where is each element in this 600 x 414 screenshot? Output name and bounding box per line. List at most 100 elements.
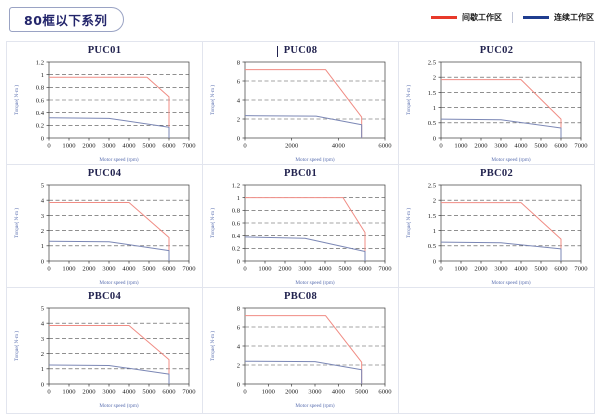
y-tick-label: 1.5 [428, 90, 437, 97]
y-axis-title: Torque( N·m ) [13, 208, 20, 238]
x-tick-label: 0 [47, 143, 51, 150]
x-tick-label: 3000 [308, 389, 322, 396]
x-tick-label: 4000 [318, 266, 332, 273]
x-tick-label: 1000 [454, 143, 468, 150]
x-tick-label: 5000 [534, 143, 548, 150]
y-axis-title: Torque( N·m ) [13, 85, 20, 115]
y-axis-title: Torque( N·m ) [209, 331, 216, 361]
y-tick-label: 2 [237, 362, 240, 369]
series-line-intermittent [49, 324, 170, 384]
x-tick-label: 4000 [514, 266, 528, 273]
y-tick-label: 2 [433, 198, 436, 205]
y-tick-label: 0.8 [232, 208, 241, 215]
y-tick-label: 0.2 [36, 123, 44, 130]
x-tick-label: 7000 [182, 266, 196, 273]
chart-cell: PUC04 0 1 2 3 4 5 0 1000 2000 3000 4000 5000 6000 7000… [7, 165, 203, 288]
x-tick-label: 6000 [554, 143, 568, 150]
x-axis-title: Motor speed (rpm) [491, 279, 530, 286]
y-tick-label: 8 [237, 59, 241, 66]
series-line-intermittent [441, 202, 562, 261]
series-line-continuous [48, 240, 170, 261]
x-tick-label: 7000 [182, 143, 196, 150]
chart-cell: PUC01 0 0.2 0.4 0.6 0.8 1 1.2 0 1000 2000 3000 4000 5… [7, 42, 203, 165]
y-tick-label: 1 [41, 366, 44, 373]
y-tick-label: 2 [41, 351, 44, 358]
y-tick-label: 0.5 [428, 120, 437, 127]
x-axis-title: Motor speed (rpm) [295, 402, 334, 409]
x-tick-label: 0 [243, 389, 247, 396]
x-tick-label: 2000 [474, 266, 488, 273]
x-tick-label: 7000 [574, 266, 588, 273]
legend-item-continuous: 连续工作区 [523, 12, 594, 23]
y-tick-label: 6 [237, 78, 241, 85]
chart-plot: 0 0.2 0.4 0.6 0.8 1 1.2 0 1000 2000 3000 4000 5000 60… [209, 182, 392, 286]
x-tick-label: 3000 [102, 143, 116, 150]
x-tick-label: 2000 [278, 266, 292, 273]
chart-cell: PBC01 0 0.2 0.4 0.6 0.8 1 1.2 0 1000 2000 3000 4000 5… [203, 165, 399, 288]
x-tick-label: 4000 [514, 143, 528, 150]
y-axis-title: Torque( N·m ) [405, 208, 412, 238]
y-tick-label: 5 [41, 305, 45, 312]
y-tick-label: 0.6 [36, 97, 45, 104]
series-line-intermittent [441, 79, 562, 138]
chart-title: PBC01 [284, 168, 317, 179]
y-tick-label: 0.8 [36, 85, 45, 92]
chart-plot: 0 1 2 3 4 5 0 1000 2000 3000 4000 5000 6000 7000 Motor… [13, 305, 196, 409]
x-axis-title: Motor speed (rpm) [99, 402, 138, 409]
series-tab-label: 80框以下系列 [24, 13, 108, 28]
chart-title: PBC02 [480, 168, 513, 179]
legend-swatch-continuous [523, 16, 549, 19]
x-tick-label: 4000 [122, 266, 136, 273]
x-tick-label: 3000 [298, 266, 312, 273]
y-tick-label: 0.4 [232, 233, 241, 240]
x-tick-label: 5000 [142, 143, 156, 150]
x-tick-label: 6000 [378, 389, 392, 396]
y-tick-label: 0 [237, 258, 241, 265]
x-tick-label: 1000 [62, 143, 76, 150]
series-line-continuous [244, 236, 366, 261]
chart-grid-row: PBC04 0 1 2 3 4 5 0 1000 2000 3000 4000 5000 6000 7000… [7, 288, 595, 414]
y-tick-label: 0 [41, 258, 45, 265]
y-tick-label: 1.2 [36, 59, 44, 66]
x-tick-label: 1000 [262, 389, 276, 396]
y-tick-label: 1 [237, 195, 240, 202]
x-axis-title: Motor speed (rpm) [99, 279, 138, 286]
x-axis-title: Motor speed (rpm) [99, 156, 138, 163]
chart-cell: PUC02 0 0.5 1 1.5 2 2.5 0 1000 2000 3000 4000 5000 60… [399, 42, 595, 165]
y-tick-label: 1 [433, 105, 436, 112]
y-tick-label: 2 [433, 75, 436, 82]
x-tick-label: 5000 [142, 389, 156, 396]
chart-grid: PUC01 0 0.2 0.4 0.6 0.8 1 1.2 0 1000 2000 3000 4000 5… [6, 41, 595, 414]
x-tick-label: 2000 [82, 389, 96, 396]
x-tick-label: 0 [243, 266, 247, 273]
x-tick-label: 5000 [534, 266, 548, 273]
plot-frame [48, 184, 190, 262]
chart-plot: 0 0.5 1 1.5 2 2.5 0 1000 2000 3000 4000 5000 6000 700… [405, 59, 588, 163]
y-tick-label: 1.5 [428, 213, 437, 220]
series-tab[interactable]: 80框以下系列 [9, 7, 125, 32]
series-line-continuous [244, 115, 363, 138]
y-tick-label: 0.2 [232, 246, 240, 253]
x-tick-label: 4000 [122, 389, 136, 396]
chart-plot: 0 2 4 6 8 0 1000 2000 3000 4000 5000 6000 Motor spee… [209, 305, 392, 409]
y-tick-label: 2.5 [428, 59, 437, 66]
x-tick-label: 2000 [285, 143, 299, 150]
chart-cell: PUC08 0 2 4 6 8 0 2000 4000 6000 Motor speed (rpm)… [203, 42, 399, 165]
y-tick-label: 2.5 [428, 182, 437, 189]
x-tick-label: 7000 [182, 389, 196, 396]
y-tick-label: 5 [41, 182, 45, 189]
series-line-continuous [440, 118, 562, 138]
y-tick-label: 1.2 [232, 182, 240, 189]
y-tick-label: 0.5 [428, 243, 437, 250]
plot-frame [440, 61, 582, 139]
chart-plot: 0 1 2 3 4 5 0 1000 2000 3000 4000 5000 6000 7000 Motor… [13, 182, 196, 286]
x-tick-label: 0 [47, 389, 51, 396]
legend-separator [512, 12, 513, 23]
y-tick-label: 3 [41, 213, 45, 220]
legend-label-continuous: 连续工作区 [554, 13, 594, 22]
x-tick-label: 3000 [494, 143, 508, 150]
y-tick-label: 0 [237, 381, 241, 388]
y-tick-label: 4 [41, 198, 45, 205]
chart-cell: PBC04 0 1 2 3 4 5 0 1000 2000 3000 4000 5000 6000 7000… [7, 288, 203, 414]
x-tick-label: 2000 [474, 143, 488, 150]
